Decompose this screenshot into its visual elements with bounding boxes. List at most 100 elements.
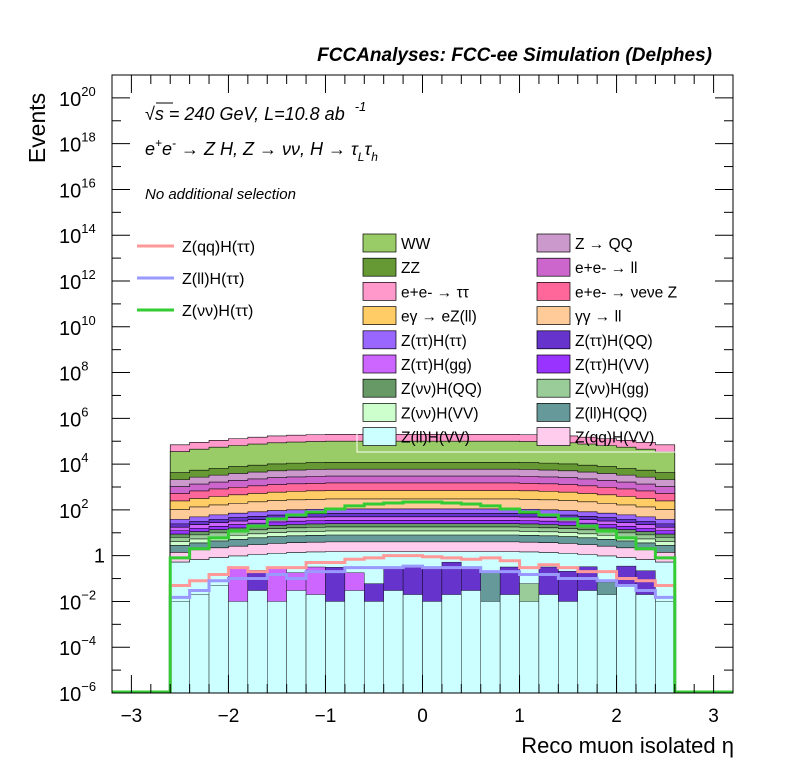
legend-swatch — [362, 257, 397, 277]
selection-annotation: No additional selection — [145, 186, 296, 203]
signal-line — [112, 554, 733, 693]
legend-label: WW — [401, 236, 431, 253]
legend-background: WW ZZ e+e- → ττ eγ → eZ(ll) Z(ττ)H(ττ) Z(ττ)H… — [356, 229, 678, 453]
legend-swatch — [536, 378, 571, 398]
y-tick-label: 10−6 — [59, 679, 96, 706]
stack-bin — [461, 590, 481, 693]
process-p3: → Z H, Z → νν, H → τ — [176, 139, 359, 159]
y-tick-label: 10−2 — [59, 587, 96, 614]
legend-box — [356, 229, 678, 453]
legend-label: Z(νν)H(VV) — [401, 405, 479, 422]
y-tick-label: 104 — [59, 450, 88, 477]
y-tick-label: 10−4 — [59, 633, 96, 660]
stack-bin — [558, 601, 578, 693]
legend-swatch — [362, 427, 397, 446]
x-axis-ticks: −3 −2 −1 0 1 2 3 — [111, 75, 734, 727]
stack-bin — [364, 601, 384, 693]
y-tick-label: 108 — [59, 359, 88, 386]
stack-bin — [635, 594, 656, 693]
signal-line — [112, 564, 733, 693]
energy-annotation: √s = 240 GeV, L=10.8 ab -1 — [145, 99, 366, 124]
process-annotation: e+e- → Z H, Z → νν, H → τLτh — [145, 136, 378, 164]
legend-label: Z(ττ)H(ττ) — [401, 333, 467, 350]
legend-swatch — [362, 306, 397, 325]
legend-swatch — [536, 403, 571, 422]
legend-swatch — [362, 378, 397, 398]
legend-label: e+e- → νeνe Z — [575, 284, 677, 301]
stack-bin — [267, 601, 287, 693]
y-axis-ticks: 10−6 10−4 10−2 1 102 104 106 108 1010 1012 1014 101… — [59, 74, 733, 706]
legend-label: Z(νν)H(gg) — [575, 381, 649, 398]
legend-label: Z(ττ)H(gg) — [401, 357, 472, 374]
stack-bin — [247, 590, 268, 693]
stack-bin — [189, 594, 210, 693]
legend-swatch — [536, 282, 571, 301]
stack-bin — [402, 594, 423, 693]
histogram-signal-lines — [112, 500, 733, 693]
process-p4: τ — [364, 139, 372, 159]
legend-label: e+e- → ττ — [401, 284, 469, 301]
chart-title: FCCAnalyses: FCC-ee Simulation (Delphes) — [317, 45, 712, 66]
signal-line — [112, 500, 733, 693]
y-tick-label: 1 — [94, 546, 105, 568]
stack-bin — [538, 594, 559, 693]
stack-bin — [383, 590, 404, 693]
legend-swatch — [536, 306, 571, 325]
legend-label: Z(ll)H(VV) — [401, 430, 470, 447]
y-tick-label: 106 — [59, 404, 88, 431]
legend-swatch — [536, 233, 571, 253]
legend-line-label: Z(qq)H(ττ) — [182, 239, 255, 256]
legend-label: ZZ — [401, 260, 420, 277]
legend-signal: Z(qq)H(ττ) Z(ll)H(ττ) Z(νν)H(ττ) — [137, 239, 255, 320]
energy-sqrt-s: √s — [145, 104, 164, 124]
legend-swatch — [536, 354, 571, 374]
legend-swatch — [362, 403, 397, 422]
x-tick-label: −2 — [218, 706, 240, 727]
legend-label: Z → QQ — [575, 236, 633, 253]
process-sub2: h — [371, 150, 378, 164]
process-p2-sup: - — [172, 136, 176, 150]
stack-bin — [305, 594, 326, 693]
stack-bin — [422, 601, 443, 693]
y-tick-label: 1020 — [59, 84, 96, 111]
y-tick-label: 1016 — [59, 175, 96, 202]
stack-bin — [499, 594, 520, 693]
svg-text:√s = 240 GeV, L=10.8 ab-1: √s = 240 GeV, L=10.8 ab -1 — [145, 99, 366, 124]
legend-swatch — [536, 330, 571, 350]
x-axis-label: Reco muon isolated η — [521, 733, 734, 758]
y-tick-label: 1014 — [59, 221, 96, 248]
legend-label: eγ → eZ(ll) — [401, 309, 477, 326]
stack-bin — [228, 601, 249, 693]
legend-swatch — [536, 427, 571, 446]
legend-swatch — [362, 282, 397, 301]
legend-label: Z(ττ)H(QQ) — [575, 333, 653, 350]
stack-bin — [170, 601, 190, 693]
y-tick-label: 1010 — [59, 313, 96, 340]
stack-bin — [344, 590, 365, 693]
process-p1: e — [145, 139, 155, 159]
x-tick-label: 3 — [708, 706, 719, 727]
x-tick-label: 2 — [611, 706, 622, 727]
y-axis-label: Events — [24, 93, 50, 163]
legend-line-label: Z(νν)H(ττ) — [182, 303, 253, 320]
legend-label: Z(νν)H(QQ) — [401, 381, 482, 398]
x-tick-label: −1 — [315, 706, 337, 727]
stack-bin — [286, 590, 307, 693]
legend-swatch — [536, 257, 571, 277]
stack-bin — [519, 601, 540, 693]
legend-label: Z(ττ)H(VV) — [575, 357, 649, 374]
process-sub1: L — [358, 150, 365, 164]
energy-lumi-text: = 240 GeV, L=10.8 ab — [164, 104, 345, 124]
stack-bin — [596, 594, 617, 693]
stack-bin — [325, 601, 346, 693]
stack-bin — [208, 585, 229, 693]
y-tick-label: 1012 — [59, 267, 96, 294]
y-tick-label: 1018 — [59, 130, 96, 157]
histogram-stack — [169, 434, 676, 693]
legend-label: Z(ll)H(QQ) — [575, 405, 647, 422]
stack-bin — [441, 594, 462, 693]
stack-bin — [577, 590, 598, 693]
process-p1-sup: + — [155, 136, 162, 150]
stack-bin — [616, 585, 637, 693]
